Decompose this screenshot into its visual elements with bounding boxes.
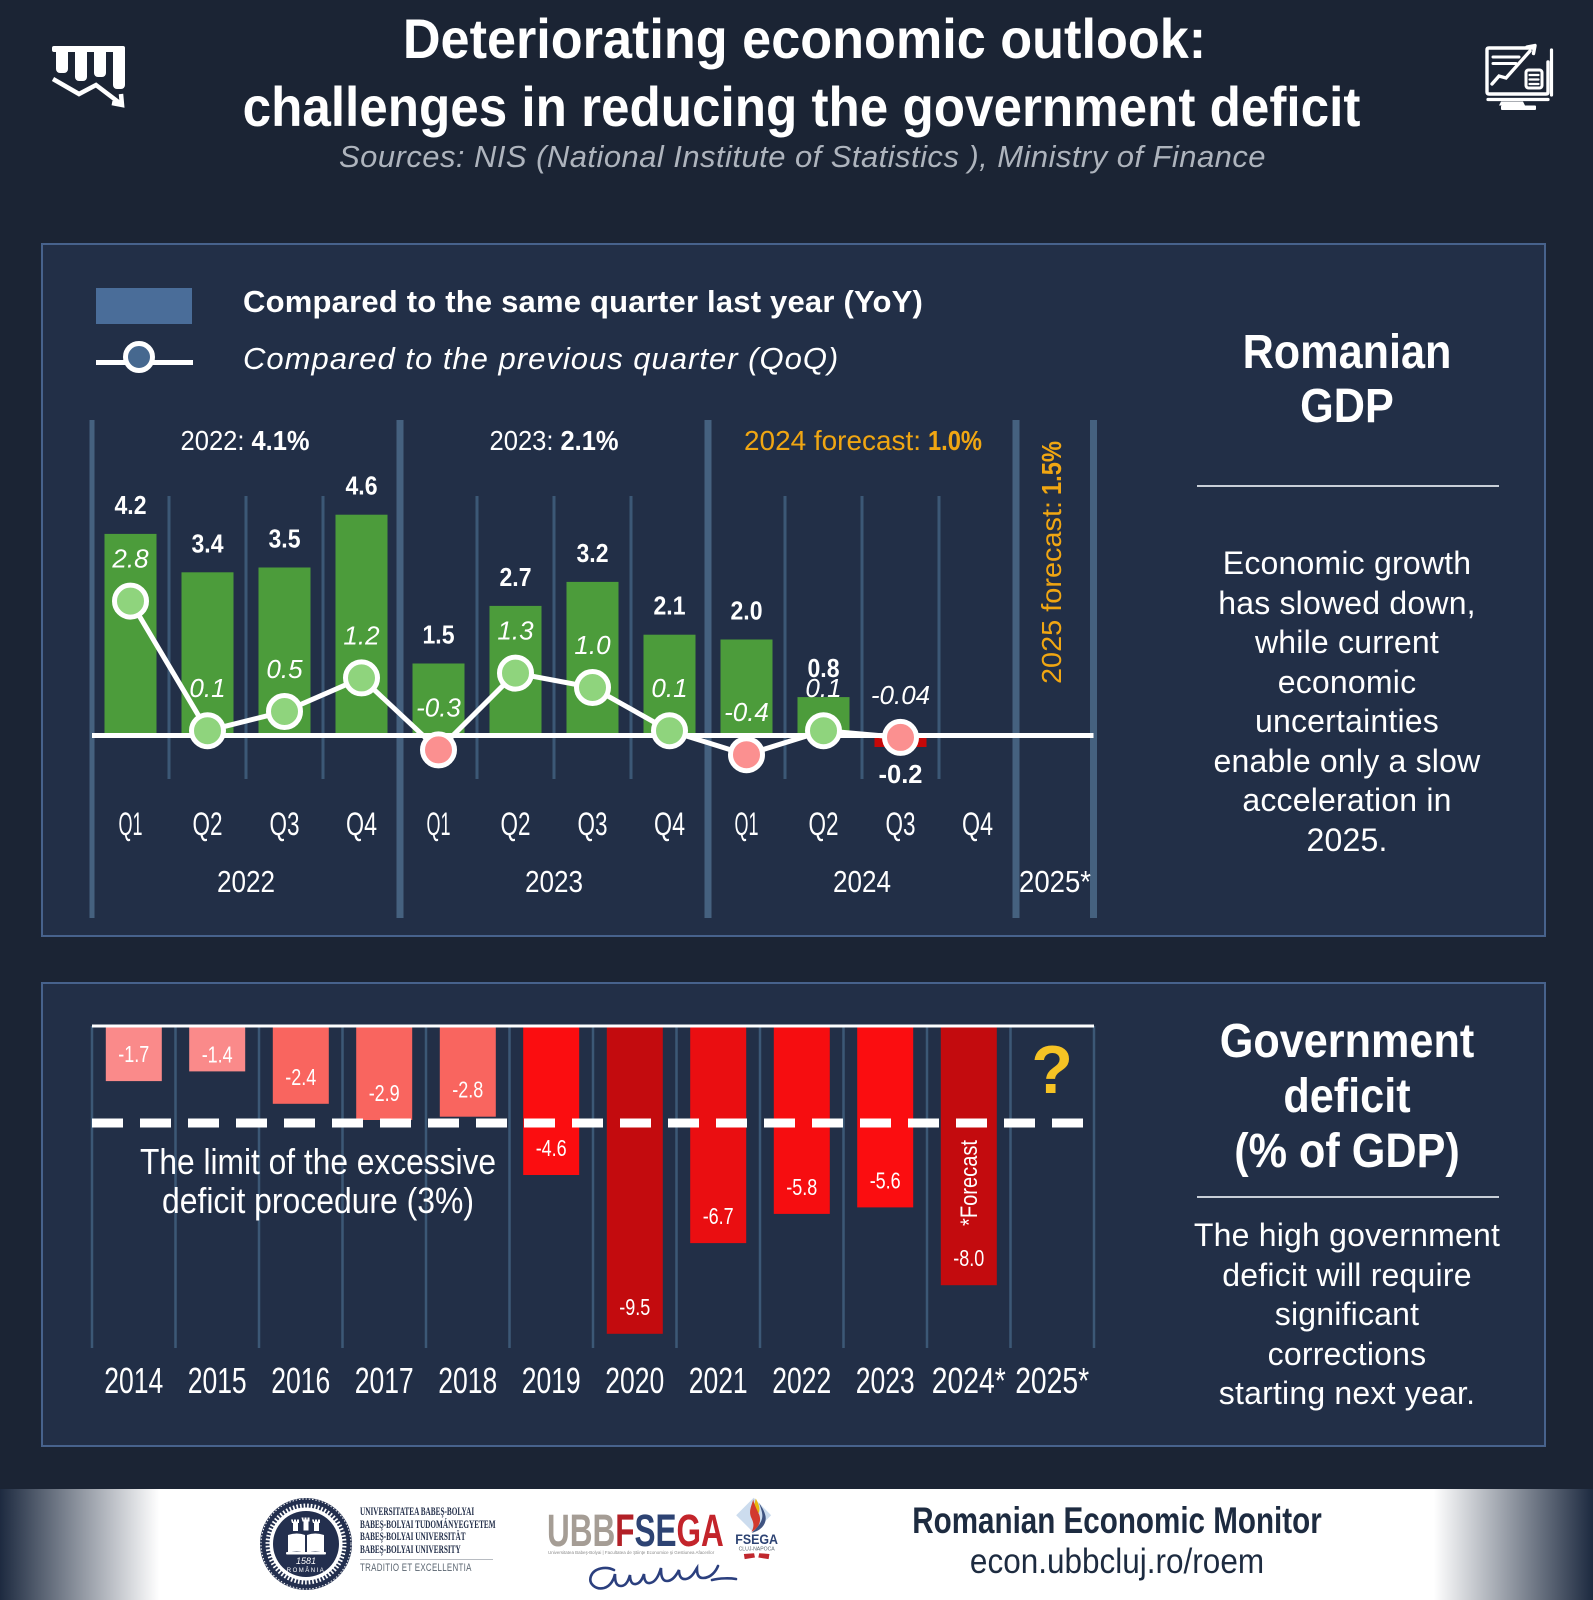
svg-text:2024*: 2024*	[932, 1360, 1006, 1401]
svg-text:-0.04: -0.04	[871, 680, 930, 710]
svg-text:0.8: 0.8	[808, 653, 840, 683]
svg-text:1.0%: 1.0%	[928, 425, 982, 456]
svg-text:-0.4: -0.4	[724, 697, 769, 727]
svg-text:-5.8: -5.8	[786, 1174, 817, 1200]
svg-text:1.5%: 1.5%	[1036, 441, 1067, 495]
svg-text:2.0: 2.0	[731, 596, 763, 626]
svg-text:0.5: 0.5	[266, 654, 303, 684]
svg-text:1.2: 1.2	[343, 620, 380, 650]
svg-text:2.1: 2.1	[654, 591, 686, 621]
svg-text:Q3: Q3	[270, 806, 300, 842]
svg-text:3.5: 3.5	[269, 524, 301, 554]
svg-text:2.7: 2.7	[500, 562, 532, 592]
svg-text:2015: 2015	[188, 1360, 247, 1401]
svg-text:1.3: 1.3	[497, 616, 534, 646]
svg-text:Q3: Q3	[578, 806, 608, 842]
svg-text:*Forecast: *Forecast	[956, 1140, 983, 1226]
svg-text:Q4: Q4	[654, 806, 685, 842]
svg-text:2017: 2017	[355, 1360, 414, 1401]
svg-text:-0.3: -0.3	[416, 692, 461, 722]
svg-text:Q3: Q3	[886, 806, 916, 842]
svg-text:2024: 2024	[833, 864, 891, 899]
svg-text:-1.7: -1.7	[118, 1041, 149, 1067]
svg-text:Q2: Q2	[501, 806, 531, 842]
svg-text:2019: 2019	[522, 1360, 581, 1401]
svg-text:1.5: 1.5	[423, 620, 455, 650]
svg-text:4.1%: 4.1%	[252, 425, 310, 456]
svg-text:?: ?	[1031, 1032, 1073, 1108]
svg-text:-4.6: -4.6	[536, 1135, 567, 1161]
svg-text:deficit procedure (3%): deficit procedure (3%)	[162, 1180, 474, 1221]
svg-text:2025*: 2025*	[1015, 1360, 1089, 1401]
svg-text:2.1%: 2.1%	[561, 425, 619, 456]
svg-text:-6.7: -6.7	[703, 1203, 734, 1229]
svg-text:-2.4: -2.4	[285, 1064, 316, 1090]
svg-text:-8.0: -8.0	[953, 1245, 984, 1271]
svg-text:ROMÂNIA: ROMÂNIA	[287, 1567, 326, 1574]
svg-text:Q2: Q2	[193, 806, 223, 842]
svg-text:-2.9: -2.9	[369, 1080, 400, 1106]
svg-text:Q4: Q4	[346, 806, 377, 842]
svg-text:2024 forecast:: 2024 forecast:	[744, 425, 921, 456]
svg-text:2025 forecast:: 2025 forecast:	[1036, 501, 1067, 684]
svg-text:2020: 2020	[605, 1360, 664, 1401]
svg-text:2.8: 2.8	[111, 544, 149, 574]
svg-text:0.1: 0.1	[805, 673, 841, 703]
svg-text:2014: 2014	[104, 1360, 163, 1401]
svg-text:3.4: 3.4	[192, 528, 224, 558]
svg-text:-5.6: -5.6	[870, 1167, 901, 1193]
svg-text:-9.5: -9.5	[619, 1294, 650, 1320]
svg-text:CLUJ-NAPOCA: CLUJ-NAPOCA	[739, 1547, 776, 1553]
svg-text:2022: 2022	[217, 864, 275, 899]
svg-text:The limit of the excessive: The limit of the excessive	[140, 1141, 496, 1182]
svg-text:-2.8: -2.8	[452, 1077, 483, 1103]
svg-text:2023:: 2023:	[490, 425, 554, 456]
svg-text:3.2: 3.2	[577, 538, 609, 568]
svg-text:2023: 2023	[856, 1360, 915, 1401]
svg-text:2022: 2022	[772, 1360, 831, 1401]
svg-text:Q4: Q4	[962, 806, 993, 842]
svg-text:0.1: 0.1	[651, 673, 687, 703]
svg-text:Q1: Q1	[119, 806, 143, 842]
svg-text:Q1: Q1	[735, 806, 759, 842]
svg-text:4.6: 4.6	[346, 471, 378, 501]
svg-text:1.0: 1.0	[574, 630, 611, 660]
svg-text:Q2: Q2	[809, 806, 839, 842]
svg-text:2018: 2018	[438, 1360, 497, 1401]
svg-text:2021: 2021	[689, 1360, 748, 1401]
svg-text:-0.2: -0.2	[879, 759, 923, 789]
svg-text:-1.4: -1.4	[202, 1041, 233, 1067]
svg-text:2025*: 2025*	[1019, 864, 1091, 899]
svg-text:1581: 1581	[296, 1556, 316, 1566]
svg-text:4.2: 4.2	[115, 490, 147, 520]
svg-text:2023: 2023	[525, 864, 583, 899]
svg-text:0.1: 0.1	[189, 673, 225, 703]
svg-text:2022:: 2022:	[181, 425, 245, 456]
svg-text:Q1: Q1	[427, 806, 451, 842]
svg-text:FSEGA: FSEGA	[735, 1532, 778, 1547]
svg-text:2016: 2016	[271, 1360, 330, 1401]
